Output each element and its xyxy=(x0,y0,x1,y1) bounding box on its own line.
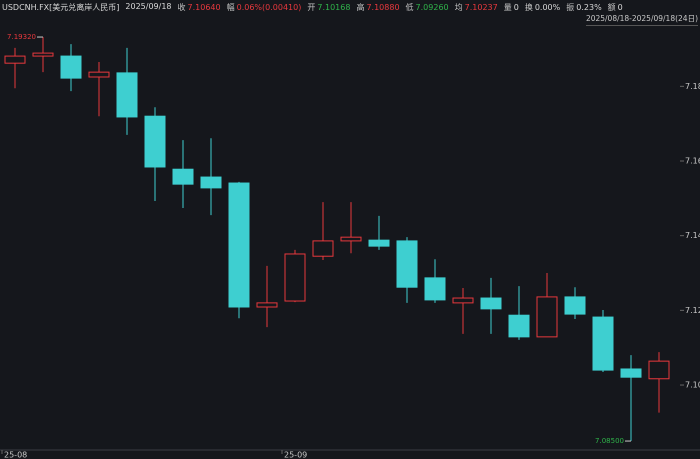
candle-body xyxy=(32,52,54,57)
candle-body xyxy=(228,182,250,308)
quote-value: 0 xyxy=(513,3,519,12)
quote-value: 7.10237 xyxy=(464,3,498,12)
quote-label: 均 xyxy=(454,3,463,12)
quote-label: 振 xyxy=(566,3,575,12)
quote-label: 开 xyxy=(307,3,316,12)
candle-body xyxy=(536,296,558,338)
quote-label: 额 xyxy=(607,3,616,12)
quote-value: 7.10880 xyxy=(366,3,400,12)
candle-body xyxy=(312,240,334,257)
candle-body xyxy=(620,368,642,378)
y-tick-label: 7.12 xyxy=(685,306,700,315)
candle-body xyxy=(60,55,82,79)
quote-value: 7.10640 xyxy=(187,3,221,12)
quote-field: 低 7.09260 xyxy=(406,2,449,14)
quote-label: 低 xyxy=(405,3,414,12)
candle-body xyxy=(340,236,362,242)
quote-value: 0.23% xyxy=(576,3,602,12)
x-tick-label: 25-08 xyxy=(4,451,27,459)
quote-label: 量 xyxy=(503,3,512,12)
candle-body xyxy=(592,316,614,371)
candle-body xyxy=(4,55,26,64)
candle-body xyxy=(452,297,474,304)
candle-body xyxy=(284,253,306,302)
quote-field: 振 0.23% xyxy=(566,2,601,14)
quote-label: 幅 xyxy=(226,3,235,12)
candle-body xyxy=(648,360,670,380)
high-label: 7.19320 xyxy=(7,33,36,41)
candle-body xyxy=(200,176,222,189)
candle-body xyxy=(396,240,418,288)
candle-body xyxy=(116,72,138,118)
quote-field: 收 7.10640 xyxy=(178,2,221,14)
low-label: 7.08500 xyxy=(595,437,624,445)
candle-body xyxy=(480,297,502,310)
candle-body xyxy=(88,71,110,78)
candle-body xyxy=(144,115,166,168)
quote-field: 幅 0.06%(0.00410) xyxy=(227,2,302,14)
candle-body xyxy=(424,277,446,301)
quote-label: 高 xyxy=(356,3,365,12)
x-tick-label: 25-09 xyxy=(284,451,307,459)
date-range: 2025/08/18-2025/09/18(24日) xyxy=(585,13,698,26)
candle-body xyxy=(368,239,390,247)
quote-value: 7.09260 xyxy=(415,3,449,12)
quote-value: 7.10168 xyxy=(317,3,351,12)
quote-value: 0 xyxy=(617,3,623,12)
quote-label: 收 xyxy=(177,3,186,12)
candle-body xyxy=(256,302,278,308)
quote-value: 0.00% xyxy=(534,3,561,12)
candle-body xyxy=(172,168,194,185)
candle-body xyxy=(508,314,530,338)
quote-date: 2025/09/18 xyxy=(125,2,172,11)
y-tick-label: 7.14 xyxy=(685,231,700,240)
symbol: USDCNH.FX[美元兑离岸人民币] xyxy=(2,3,120,12)
quote-label: 换 xyxy=(524,3,533,12)
y-tick-label: 7.16 xyxy=(685,157,700,166)
quote-field: 换 0.00% xyxy=(525,2,560,14)
y-tick-label: 7.18 xyxy=(685,82,700,91)
y-tick-label: 7.10 xyxy=(685,381,700,390)
candle-body xyxy=(564,296,586,315)
quote-field: 开 7.10168 xyxy=(307,2,350,14)
quote-header: USDCNH.FX[美元兑离岸人民币] 2025/09/18 收 7.10640 幅… xyxy=(2,2,623,14)
quote-field: 均 7.10237 xyxy=(455,2,498,14)
quote-field: 高 7.10880 xyxy=(356,2,399,14)
quote-value: 0.06%(0.00410) xyxy=(236,3,302,12)
